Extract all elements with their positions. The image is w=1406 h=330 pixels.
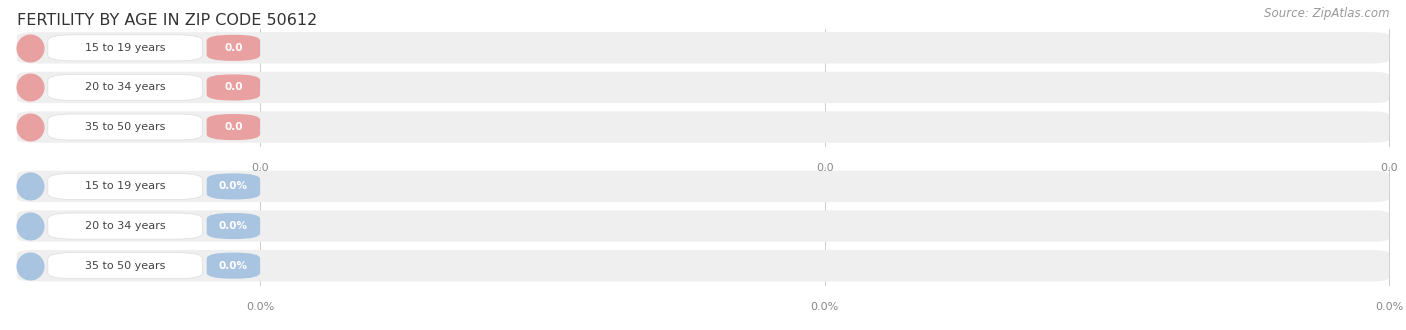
FancyBboxPatch shape: [207, 253, 260, 279]
FancyBboxPatch shape: [17, 211, 1389, 242]
FancyBboxPatch shape: [207, 213, 260, 239]
Text: 20 to 34 years: 20 to 34 years: [84, 82, 166, 92]
FancyBboxPatch shape: [48, 35, 202, 61]
Text: 20 to 34 years: 20 to 34 years: [84, 221, 166, 231]
FancyBboxPatch shape: [48, 75, 202, 100]
Text: 0.0: 0.0: [1381, 163, 1398, 173]
Text: 0.0%: 0.0%: [810, 302, 839, 312]
FancyBboxPatch shape: [48, 253, 202, 279]
FancyBboxPatch shape: [207, 75, 260, 100]
FancyBboxPatch shape: [48, 213, 202, 239]
Text: 0.0%: 0.0%: [219, 182, 247, 191]
FancyBboxPatch shape: [207, 35, 260, 61]
Text: 15 to 19 years: 15 to 19 years: [84, 43, 166, 53]
FancyBboxPatch shape: [17, 171, 1389, 202]
Text: 35 to 50 years: 35 to 50 years: [84, 261, 166, 271]
Text: 0.0: 0.0: [815, 163, 834, 173]
Text: 0.0: 0.0: [224, 43, 243, 53]
Text: 35 to 50 years: 35 to 50 years: [84, 122, 166, 132]
FancyBboxPatch shape: [17, 250, 1389, 281]
FancyBboxPatch shape: [48, 174, 202, 199]
Text: 0.0%: 0.0%: [219, 261, 247, 271]
FancyBboxPatch shape: [207, 174, 260, 199]
FancyBboxPatch shape: [48, 114, 202, 140]
Text: 0.0%: 0.0%: [246, 302, 274, 312]
Text: 0.0: 0.0: [224, 82, 243, 92]
Text: 15 to 19 years: 15 to 19 years: [84, 182, 166, 191]
FancyBboxPatch shape: [17, 72, 1389, 103]
Text: Source: ZipAtlas.com: Source: ZipAtlas.com: [1264, 7, 1389, 19]
FancyBboxPatch shape: [207, 114, 260, 140]
FancyBboxPatch shape: [17, 32, 1389, 63]
FancyBboxPatch shape: [17, 112, 1389, 143]
Text: FERTILITY BY AGE IN ZIP CODE 50612: FERTILITY BY AGE IN ZIP CODE 50612: [17, 13, 318, 28]
Text: 0.0%: 0.0%: [219, 221, 247, 231]
Text: 0.0: 0.0: [252, 163, 269, 173]
Text: 0.0: 0.0: [224, 122, 243, 132]
Text: 0.0%: 0.0%: [1375, 302, 1403, 312]
